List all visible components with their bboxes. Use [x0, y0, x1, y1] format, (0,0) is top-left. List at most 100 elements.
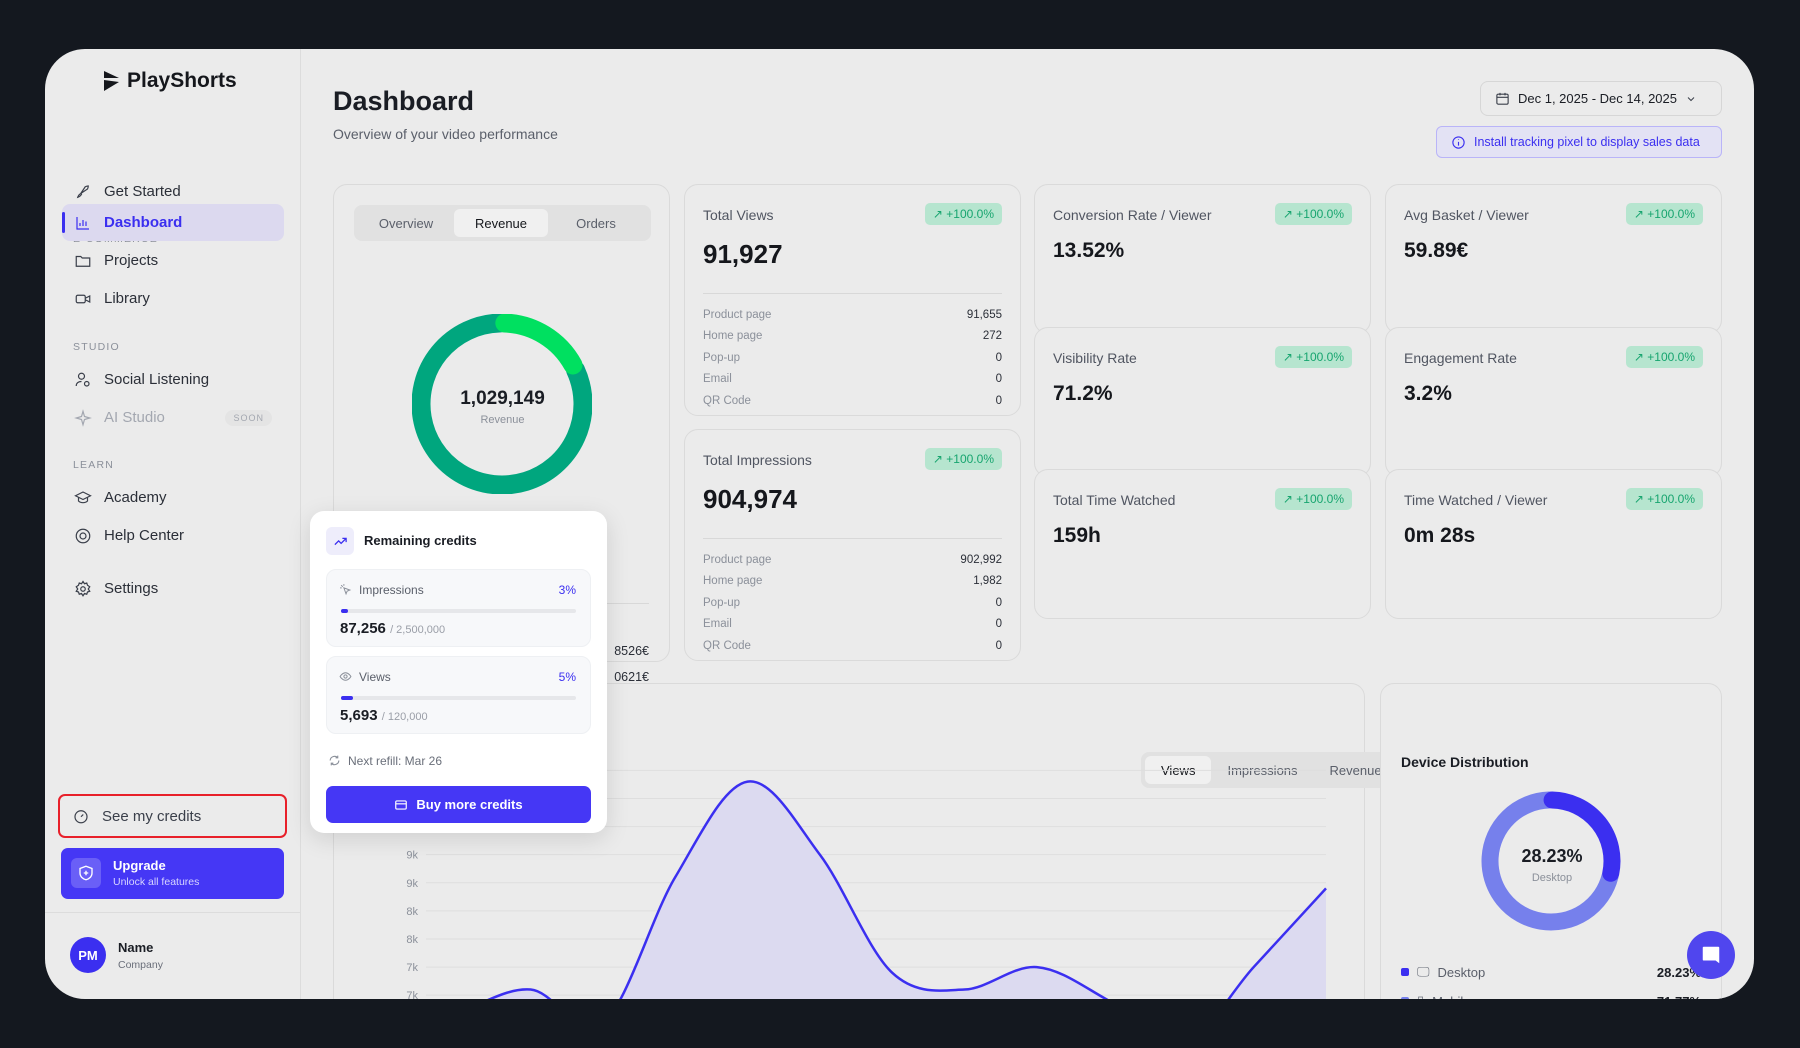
trend-badge: ↗ +100.0%	[924, 203, 1002, 225]
metric-card: Engagement Rate ↗ +100.0% 3.2%	[1385, 327, 1722, 477]
tab-revenue-chart[interactable]: Revenue	[1329, 762, 1382, 778]
section-label: STUDIO	[73, 341, 120, 353]
mobile-segment	[1481, 791, 1619, 931]
device-distribution-card: Device Distribution 28.23% Desktop 🖵 Desk…	[1380, 683, 1722, 999]
views-credit: Views 5% 5,693 / 120,000	[326, 656, 591, 734]
sidebar-item-social-listening[interactable]: Social Listening	[62, 361, 284, 398]
trend-badge: ↗ +100.0%	[1274, 346, 1352, 368]
row-label: QR Code	[703, 639, 751, 652]
legend-value: 71.77%	[1657, 994, 1701, 1000]
trend-badge: ↗ +100.0%	[1625, 203, 1703, 225]
tab-revenue[interactable]: Revenue	[454, 209, 548, 237]
lifebuoy-icon	[75, 528, 91, 543]
info-icon	[1452, 135, 1465, 149]
sidebar-item-settings[interactable]: Settings	[62, 570, 284, 607]
user-company: Company	[118, 959, 163, 971]
graduation-cap-icon	[74, 490, 92, 503]
row-value: 0	[995, 373, 1002, 386]
metric-card: Time Watched / Viewer ↗ +100.0% 0m 28s	[1385, 469, 1722, 619]
row-label: Home page	[703, 575, 763, 588]
donut-center-label: Desktop	[1531, 872, 1573, 884]
breakdown-row: Product page 902,992	[703, 549, 1002, 571]
breakdown-row: Home page 1,982	[703, 571, 1002, 593]
row-value: 0	[995, 618, 1002, 631]
logo-icon	[104, 71, 119, 91]
row-value: 91,655	[966, 308, 1002, 321]
sidebar-item-get-started[interactable]: Get Started	[62, 173, 284, 210]
impressions-progress	[341, 609, 576, 613]
gauge-icon	[74, 810, 88, 824]
revenue-segment-primary	[412, 314, 592, 494]
chat-icon	[1702, 946, 1720, 964]
sidebar-item-projects[interactable]: Projects	[62, 242, 284, 279]
trend-badge: ↗ +100.0%	[1625, 346, 1703, 368]
card-value: 59.89€	[1404, 239, 1469, 262]
impressions-credit: Impressions 3% 87,256 / 2,500,000	[326, 569, 591, 647]
revenue-tabs: Overview Revenue Orders	[354, 205, 651, 241]
sidebar-item-dashboard[interactable]: Dashboard	[62, 204, 284, 241]
date-range-picker[interactable]: Dec 1, 2025 - Dec 14, 2025	[1480, 81, 1722, 116]
folder-icon	[75, 255, 91, 267]
metric-card: Conversion Rate / Viewer ↗ +100.0% 13.52%	[1034, 184, 1371, 334]
device-donut	[1481, 791, 1621, 931]
tab-orders[interactable]: Orders	[576, 215, 616, 231]
legend-swatch	[1401, 997, 1409, 999]
card-value: 71.2%	[1053, 382, 1113, 405]
card-value: 91,927	[703, 239, 783, 269]
credit-usage: 87,256 / 2,500,000	[340, 620, 446, 637]
views-line	[487, 780, 1327, 999]
card-title: Conversion Rate / Viewer	[1053, 207, 1212, 223]
chat-button[interactable]	[1687, 931, 1735, 979]
row-value: 0	[995, 639, 1002, 652]
upgrade-button[interactable]: Upgrade Unlock all features	[61, 848, 284, 899]
row-label: Home page	[703, 330, 763, 343]
buy-credits-button[interactable]: Buy more credits	[326, 786, 591, 823]
chevron-down-icon	[1687, 96, 1695, 101]
card-title: Total Impressions	[703, 452, 812, 468]
breakdown-row: Email 0	[703, 614, 1002, 636]
metric-card: Visibility Rate ↗ +100.0% 71.2%	[1034, 327, 1371, 477]
breakdown-row: QR Code 0	[703, 390, 1002, 412]
sidebar-item-library[interactable]: Library	[62, 280, 284, 317]
card-title: Total Views	[703, 207, 774, 223]
page-subtitle: Overview of your video performance	[333, 126, 558, 142]
donut-center-value: 28.23%	[1521, 846, 1583, 866]
breakdown-row: QR Code 0	[703, 635, 1002, 657]
y-tick-label: 8k	[406, 906, 418, 918]
legend-item: ▯ Mobile 71.77%	[1401, 991, 1701, 999]
sidebar-item-ai-studio[interactable]: AI Studio SOON	[62, 399, 284, 436]
refresh-icon	[329, 755, 340, 766]
logo[interactable]: PlayShorts	[103, 69, 237, 93]
revenue-row-value: 8526€	[614, 644, 649, 658]
credit-percent: 3%	[558, 583, 576, 597]
popover-title: Remaining credits	[364, 533, 477, 548]
tab-overview[interactable]: Overview	[378, 215, 434, 231]
row-label: Product page	[703, 308, 772, 321]
y-tick-label: 9k	[406, 878, 418, 890]
card-value: 159h	[1053, 524, 1101, 547]
credit-label: Impressions	[359, 583, 424, 597]
trend-badge: ↗ +100.0%	[924, 448, 1002, 470]
sidebar-item-help-center[interactable]: Help Center	[62, 517, 284, 554]
trending-up-icon	[326, 527, 354, 555]
y-tick-label: 9k	[406, 850, 418, 862]
legend-swatch	[1401, 968, 1409, 976]
credit-usage: 5,693 / 120,000	[340, 707, 428, 724]
total-views-card: Total Views ↗ +100.0% 91,927 Product pag…	[684, 184, 1021, 416]
gear-icon	[75, 579, 91, 597]
trend-badge: ↗ +100.0%	[1625, 488, 1703, 510]
tracking-pixel-notice[interactable]: Install tracking pixel to display sales …	[1436, 126, 1722, 158]
row-label: Email	[703, 373, 732, 386]
avatar[interactable]: PM	[70, 937, 106, 973]
row-value: 0	[995, 351, 1002, 364]
row-value: 0	[995, 394, 1002, 407]
app-window: PlayShorts Get Started E-COMMERCE Dashbo…	[45, 49, 1754, 999]
legend-label: Desktop	[1437, 964, 1486, 980]
user-search-icon	[75, 372, 90, 387]
legend-value: 28.23%	[1656, 964, 1701, 980]
desktop-segment	[1543, 791, 1621, 882]
sidebar-item-academy[interactable]: Academy	[62, 479, 284, 516]
metric-card: Total Time Watched ↗ +100.0% 159h	[1034, 469, 1371, 619]
see-credits-button[interactable]: See my credits	[58, 794, 287, 838]
breakdown-row: Pop-up 0	[703, 592, 1002, 614]
